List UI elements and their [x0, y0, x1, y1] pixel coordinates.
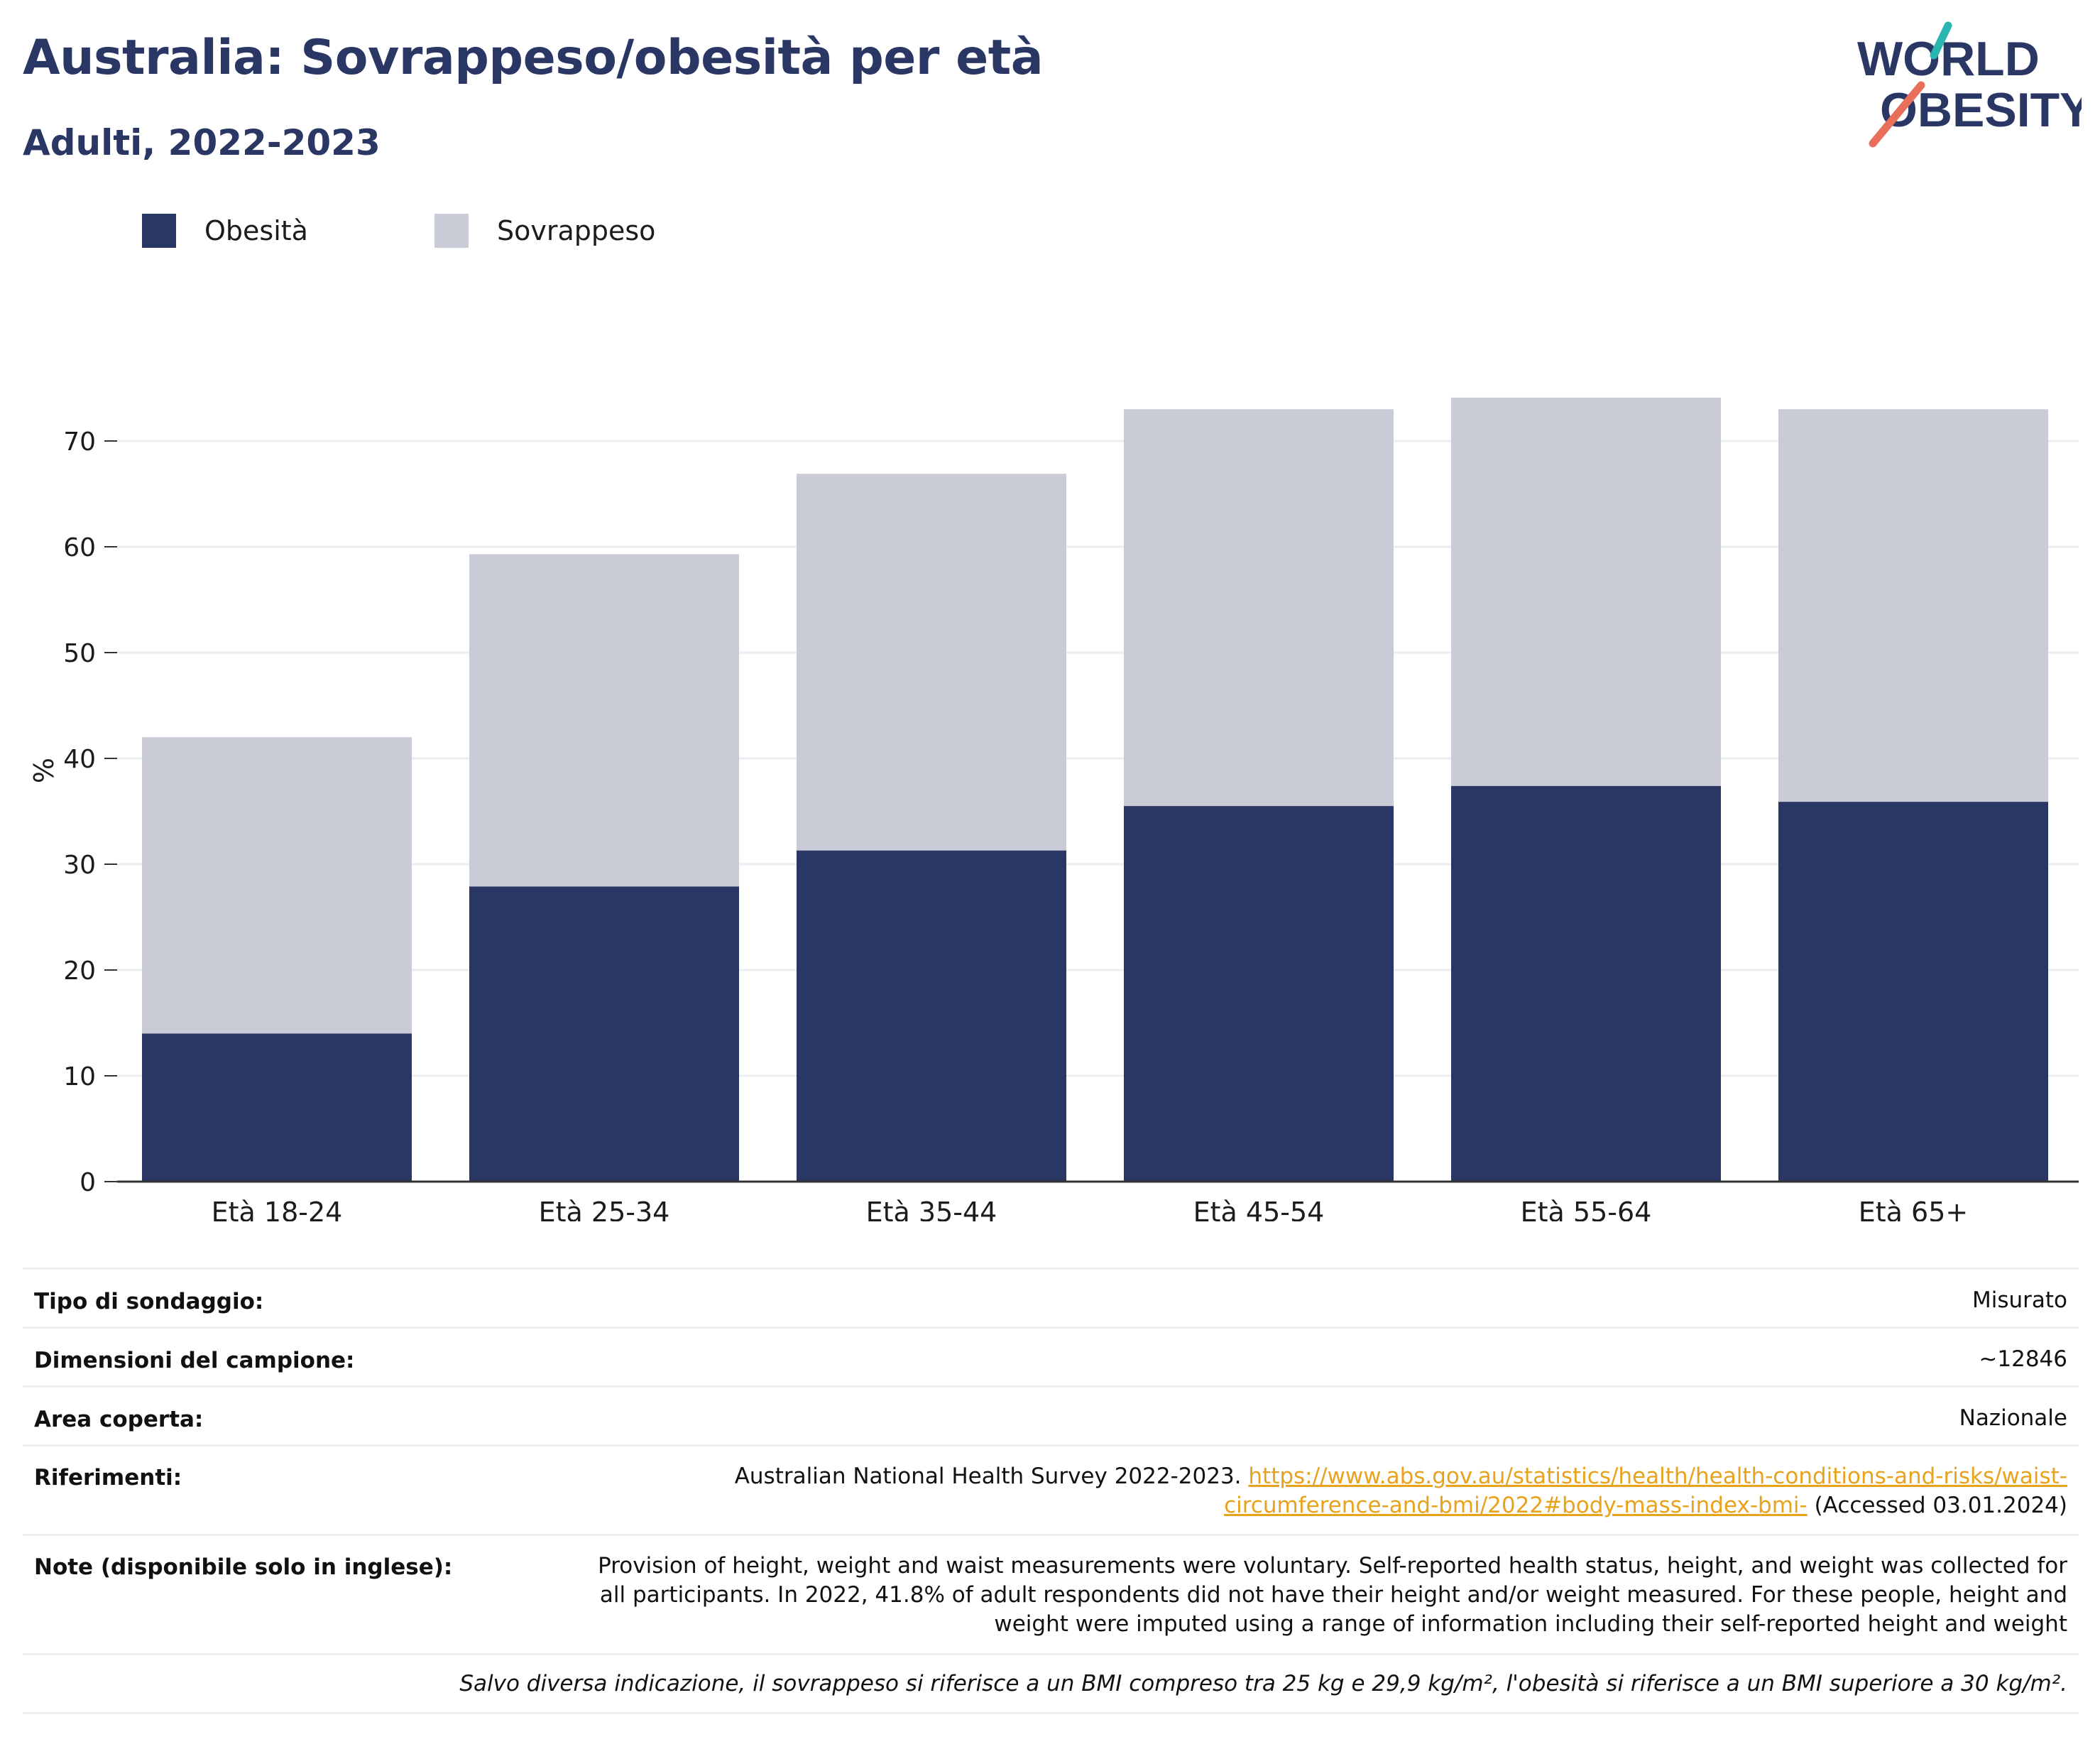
world-obesity-logo: WORLD OBESITY	[1857, 21, 2082, 148]
bar-overweight	[142, 737, 412, 1034]
area-label: Area coperta:	[34, 1407, 204, 1432]
sample-size-label: Dimensioni del campione:	[34, 1348, 355, 1373]
bar-overweight	[1451, 397, 1721, 786]
y-tick-label: 50	[63, 639, 96, 668]
page-title: Australia: Sovrappeso/obesità per età	[23, 30, 1044, 86]
bar-overweight	[469, 554, 739, 887]
notes-line-2: all participants. In 2022, 41.8% of adul…	[599, 1582, 2067, 1608]
info-row-footnote: Salvo diversa indicazione, il sovrappeso…	[23, 1653, 2079, 1714]
references-text: Australian National Health Survey 2022-2…	[734, 1464, 1242, 1489]
y-tick-label: 40	[63, 745, 96, 774]
y-tick-label: 70	[63, 427, 96, 457]
references-link-line-2[interactable]: circumference-and-bmi/2022#body-mass-ind…	[1224, 1493, 1808, 1518]
legend-item-obesity[interactable]: Obesità	[142, 213, 308, 249]
legend-swatch-overweight	[434, 214, 469, 248]
bmi-definition-footnote: Salvo diversa indicazione, il sovrappeso…	[459, 1671, 2067, 1696]
bar-obesity	[1124, 806, 1394, 1182]
x-tick-label: Età 65+	[1859, 1197, 1968, 1221]
legend-label-overweight: Sovrappeso	[497, 215, 656, 246]
bar-obesity	[1451, 785, 1721, 1182]
page-subtitle: Adulti, 2022-2023	[23, 122, 381, 163]
y-axis-title: %	[28, 758, 60, 783]
y-tick-label: 60	[63, 533, 96, 562]
x-tick-label: Età 45-54	[1193, 1197, 1325, 1221]
notes-label: Note (disponibile solo in inglese):	[34, 1554, 453, 1580]
logo-teal-stroke	[1930, 21, 1952, 60]
references-accessed: (Accessed 03.01.2024)	[1814, 1493, 2067, 1518]
logo-word-2: OBESITY	[1880, 83, 2082, 137]
bar-obesity	[797, 850, 1066, 1182]
info-row-notes: Note (disponibile solo in inglese): Prov…	[23, 1534, 2079, 1655]
references-link-line-1[interactable]: https://www.abs.gov.au/statistics/health…	[1248, 1464, 2067, 1489]
bar-obesity	[469, 886, 739, 1182]
info-row-references: Riferimenti: Australian National Health …	[23, 1444, 2079, 1536]
area-value: Nazionale	[1959, 1405, 2067, 1431]
x-tick-label: Età 18-24	[212, 1197, 343, 1221]
info-row-area: Area coperta: Nazionale	[23, 1385, 2079, 1446]
table-bottom-rule	[23, 1712, 2079, 1714]
bar-overweight	[1778, 409, 2048, 802]
y-tick-label: 10	[63, 1062, 96, 1091]
x-tick-label: Età 55-64	[1521, 1197, 1652, 1221]
notes-line-1: Provision of height, weight and waist me…	[598, 1553, 2067, 1579]
logo-coral-stroke	[1869, 81, 1925, 148]
notes-line-3: weight were imputed using a range of inf…	[994, 1611, 2067, 1637]
stacked-bar-chart: 0 10 20 30 40 50 60 70% Età 18-24 Età 25-34 Età 35…	[28, 397, 2079, 1221]
y-tick-label: 0	[80, 1168, 96, 1197]
legend-label-obesity: Obesità	[204, 215, 308, 246]
legend-swatch-obesity	[142, 214, 176, 248]
x-tick-label: Età 35-44	[866, 1197, 997, 1221]
y-tick-label: 30	[63, 851, 96, 880]
bar-overweight	[1124, 409, 1394, 807]
y-tick-label: 20	[63, 957, 96, 986]
bar-obesity	[1778, 802, 2048, 1182]
logo-word-1: WORLD	[1857, 32, 2040, 86]
legend-item-overweight[interactable]: Sovrappeso	[434, 213, 655, 249]
survey-type-label: Tipo di sondaggio:	[34, 1289, 264, 1314]
sample-size-value: ~12846	[1979, 1346, 2067, 1372]
x-tick-label: Età 25-34	[539, 1197, 670, 1221]
survey-type-value: Misurato	[1972, 1287, 2067, 1313]
info-row-survey-type: Tipo di sondaggio: Misurato	[23, 1268, 2079, 1329]
bar-overweight	[797, 474, 1066, 851]
info-row-sample-size: Dimensioni del campione: ~12846	[23, 1326, 2079, 1388]
references-label: Riferimenti:	[34, 1465, 182, 1491]
bar-obesity	[142, 1033, 412, 1182]
references-value: Australian National Health Survey 2022-2…	[735, 1462, 2067, 1520]
notes-value: Provision of height, weight and waist me…	[598, 1552, 2067, 1639]
